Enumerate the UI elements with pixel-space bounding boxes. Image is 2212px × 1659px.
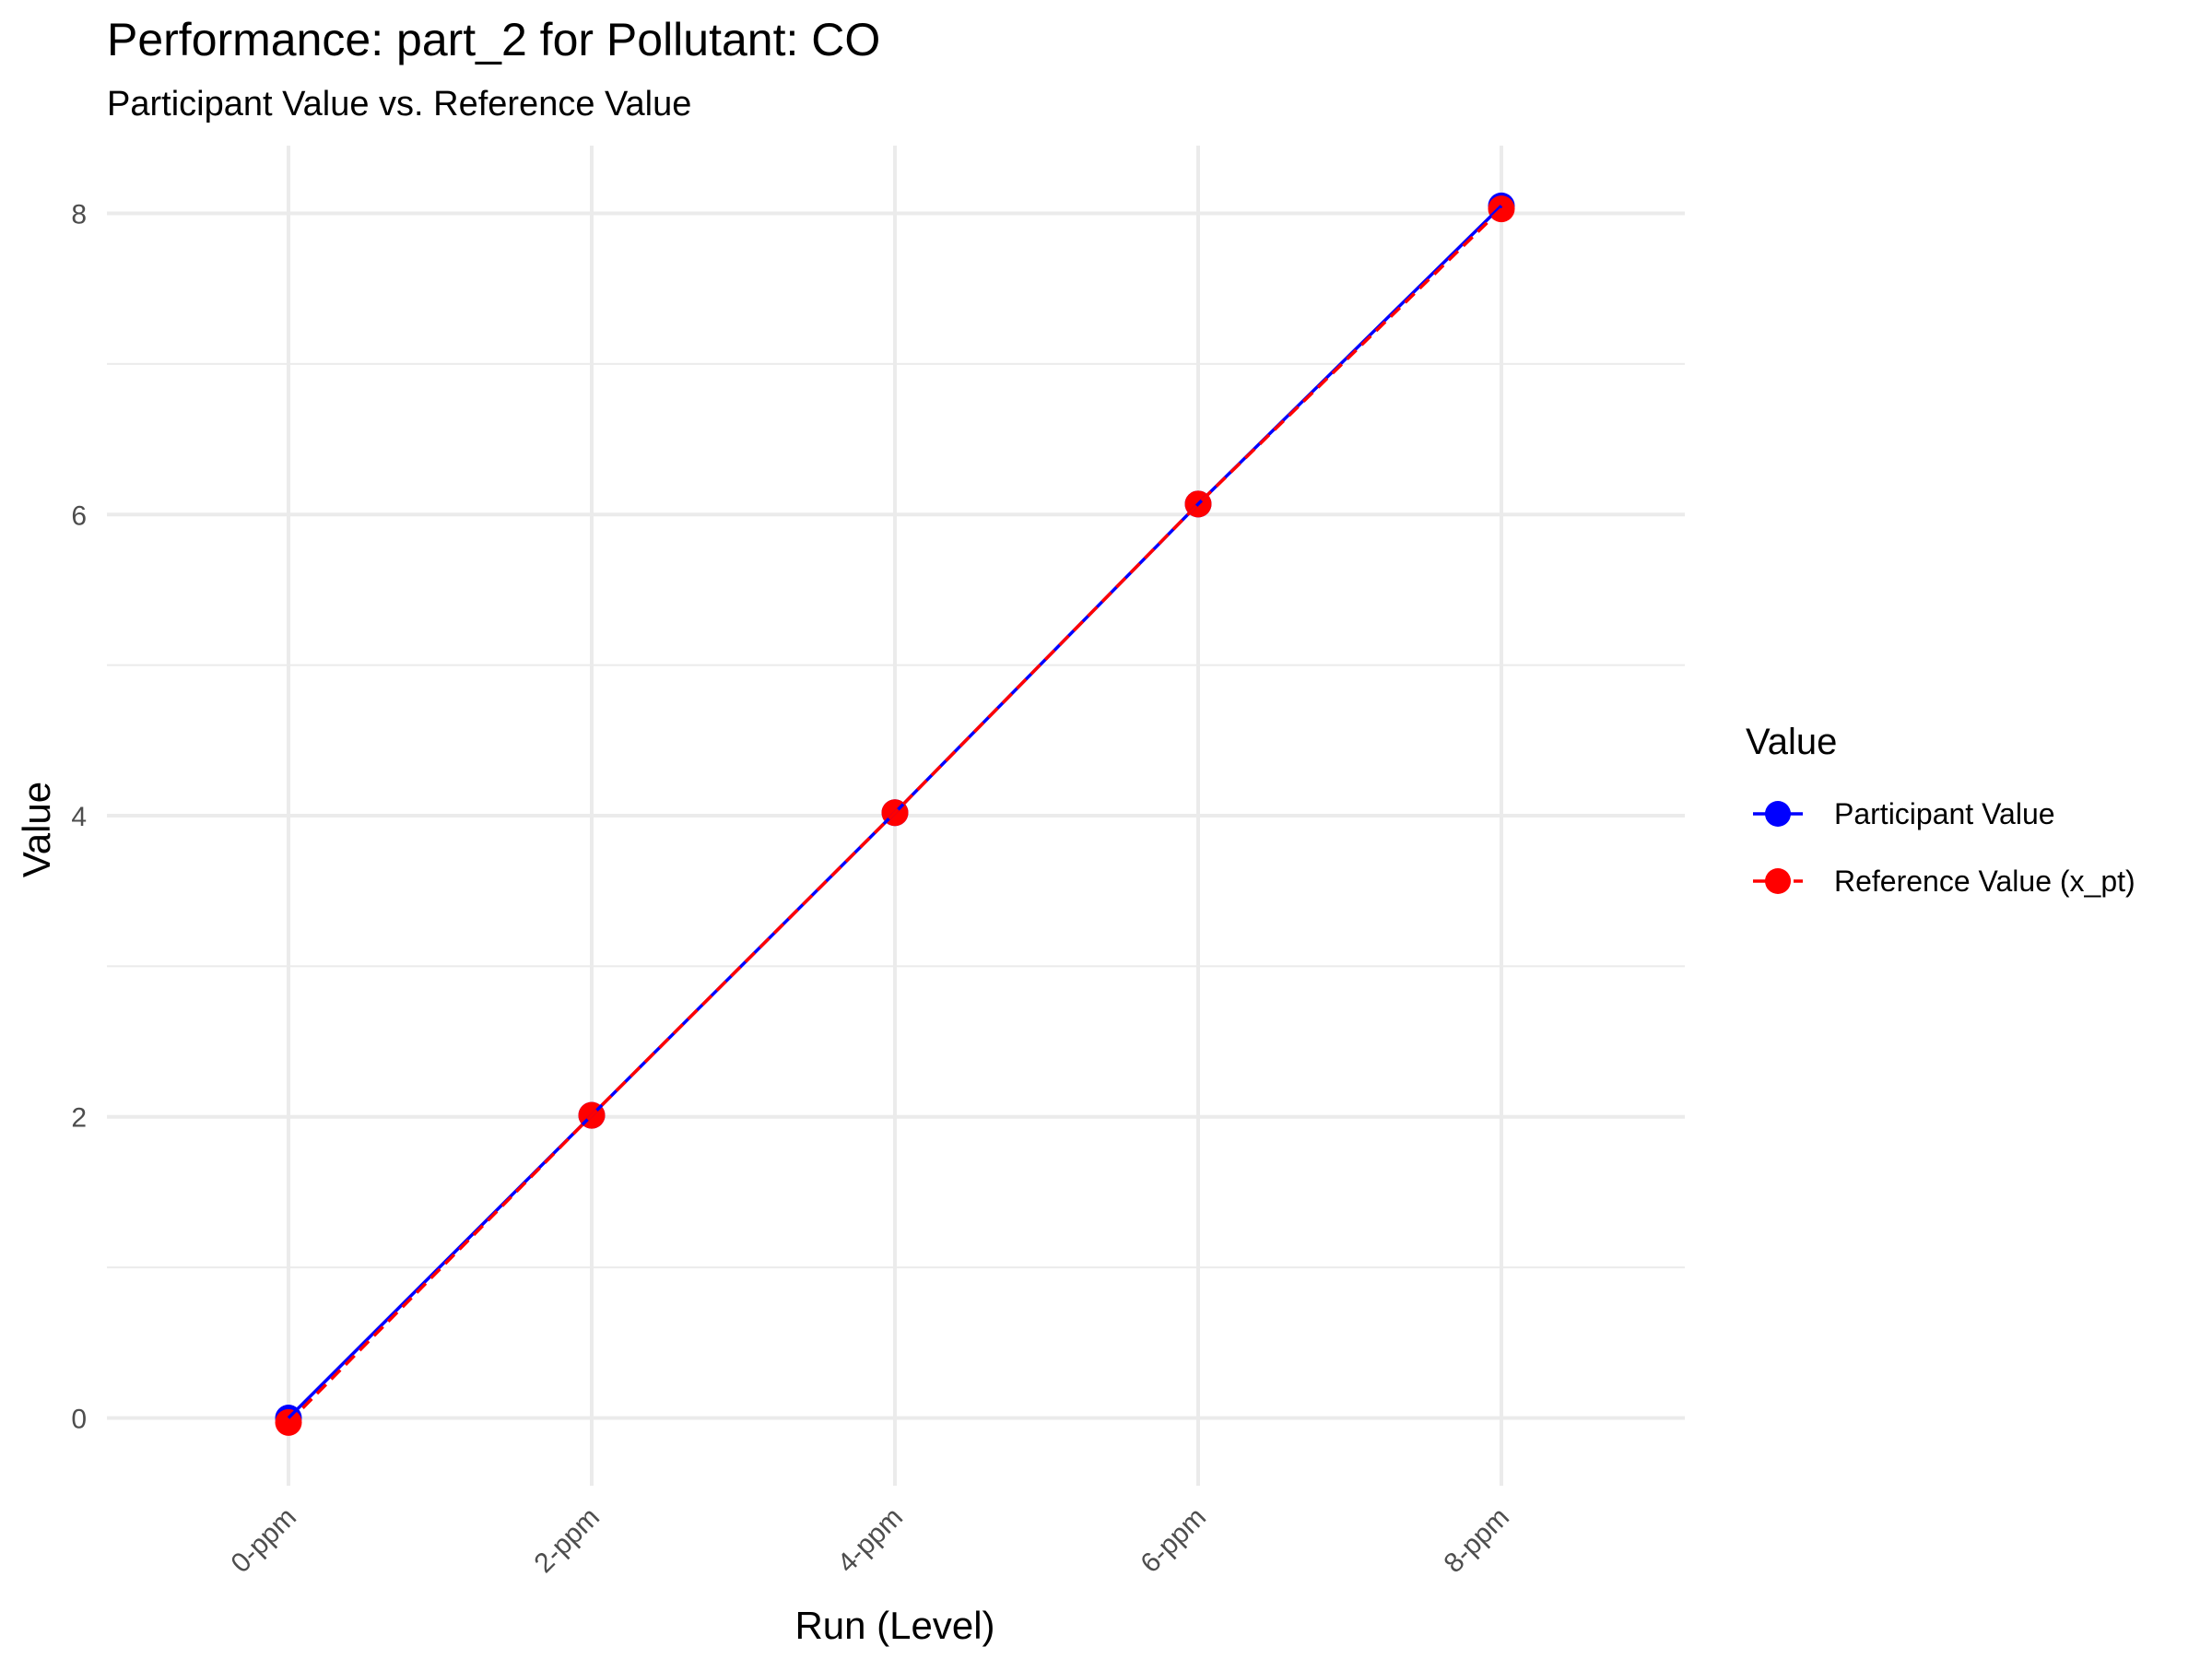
x-tick-label: 2-ppm bbox=[528, 1502, 605, 1579]
y-axis-title: Value bbox=[15, 782, 58, 877]
x-axis-title: Run (Level) bbox=[794, 1604, 994, 1647]
legend-item-reference: Reference Value (x_pt) bbox=[1753, 865, 2136, 898]
legend-key-marker bbox=[1765, 801, 1791, 827]
series-layer bbox=[275, 192, 1515, 1436]
chart-subtitle: Participant Value vs. Reference Value bbox=[107, 85, 691, 124]
grid bbox=[107, 146, 1685, 1486]
x-tick-label: 8-ppm bbox=[1438, 1502, 1514, 1579]
y-tick-label: 6 bbox=[71, 500, 87, 531]
y-tick-label: 0 bbox=[71, 1404, 87, 1434]
series-line-1 bbox=[287, 207, 1503, 1424]
series-line bbox=[287, 207, 1503, 1424]
legend-label-reference: Reference Value (x_pt) bbox=[1834, 865, 2136, 898]
y-tick-label: 8 bbox=[71, 200, 87, 230]
y-tick-label: 2 bbox=[71, 1103, 87, 1134]
x-tick-label: 6-ppm bbox=[1135, 1502, 1211, 1579]
legend-item-participant: Participant Value bbox=[1753, 797, 2055, 830]
x-tick-label: 0-ppm bbox=[225, 1502, 301, 1579]
x-axis: 0-ppm 2-ppm 4-ppm 6-ppm 8-ppm bbox=[225, 1502, 1514, 1579]
y-tick-label: 4 bbox=[71, 802, 87, 832]
legend-title: Value bbox=[1746, 722, 1837, 762]
legend-key-marker bbox=[1765, 868, 1791, 894]
x-tick-label: 4-ppm bbox=[831, 1502, 908, 1579]
chart-title: Performance: part_2 for Pollutant: CO bbox=[107, 14, 880, 65]
legend-label-participant: Participant Value bbox=[1834, 797, 2055, 830]
legend: Value Participant Value Reference Value … bbox=[1746, 722, 2136, 898]
y-axis: 0 2 4 6 8 bbox=[71, 200, 87, 1435]
